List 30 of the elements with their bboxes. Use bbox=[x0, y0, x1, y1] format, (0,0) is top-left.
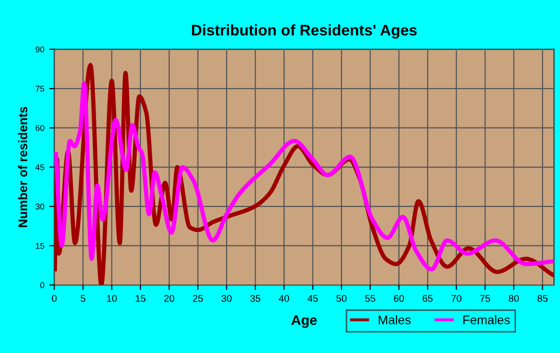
x-tick-label: 15 bbox=[136, 295, 146, 302]
y-tick-label: 75 bbox=[36, 86, 44, 92]
x-tick-label: 35 bbox=[250, 294, 260, 302]
x-tick-label: 65 bbox=[422, 294, 433, 302]
x-tick-label: 5 bbox=[80, 295, 86, 302]
x-tick-label: 85 bbox=[538, 294, 548, 302]
y-tick-label: 60 bbox=[36, 125, 44, 131]
y-tick-label: 90 bbox=[36, 46, 44, 52]
x-tick-label: 60 bbox=[394, 294, 404, 302]
x-tick-label: 30 bbox=[222, 294, 232, 302]
y-axis-title: Number of residents bbox=[18, 106, 28, 228]
legend-label: Females bbox=[463, 315, 510, 324]
x-tick-label: 40 bbox=[278, 294, 290, 302]
x-tick-label: 70 bbox=[451, 294, 462, 302]
x-tick-label: 50 bbox=[336, 294, 347, 302]
x-axis-title: Age bbox=[291, 315, 317, 328]
chart-title: Distribution of Residents' Ages bbox=[192, 24, 417, 39]
x-tick-label: 20 bbox=[164, 294, 174, 302]
x-tick-label: 55 bbox=[365, 295, 376, 302]
x-tick-label: 0 bbox=[52, 294, 57, 302]
y-tick-label: 15 bbox=[36, 243, 44, 249]
y-tick-label: 0 bbox=[40, 282, 44, 288]
x-tick-label: 25 bbox=[192, 294, 203, 302]
y-tick-label: 45 bbox=[36, 164, 44, 170]
x-tick-label: 80 bbox=[508, 294, 519, 302]
x-tick-label: 10 bbox=[107, 294, 117, 302]
legend-label: Males bbox=[378, 315, 411, 324]
x-tick-label: 45 bbox=[308, 295, 318, 302]
x-tick-label: 75 bbox=[480, 295, 490, 302]
y-tick-label: 30 bbox=[36, 204, 44, 210]
